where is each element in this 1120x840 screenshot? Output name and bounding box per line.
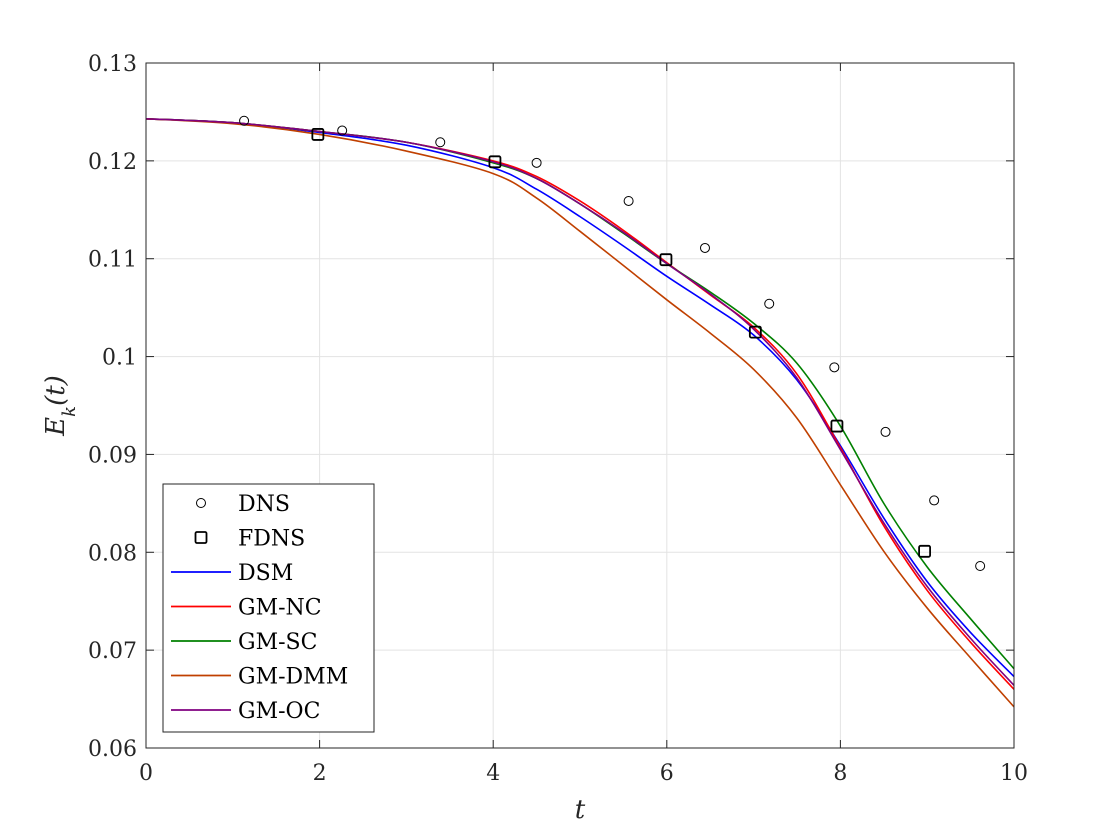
point-dns [880, 426, 891, 437]
point-fdns [311, 128, 325, 141]
point-fdns [748, 325, 762, 339]
point-dns [829, 362, 840, 373]
axis-ticks [145, 62, 1015, 749]
x-tick-label: 0 [139, 761, 153, 786]
series-line-dsm [145, 117, 1015, 678]
legend-label-dsm: DSM [238, 561, 293, 586]
series-markers [239, 115, 986, 571]
y-tick-label: 0.08 [88, 541, 137, 566]
point-dns [623, 195, 634, 206]
legend-label-gm-oc: GM-OC [238, 699, 320, 724]
legend: DNS FDNS DSM GM-NC GM-SC GM-DMM GM-OC [162, 483, 375, 733]
point-dns [929, 495, 940, 506]
x-tick-label: 10 [1000, 761, 1028, 786]
y-tick-label: 0.11 [88, 248, 137, 273]
point-dns [975, 560, 986, 571]
point-fdns [659, 253, 673, 267]
point-dns [337, 125, 348, 136]
point-fdns [918, 544, 931, 558]
y-tick-label: 0.09 [88, 443, 137, 468]
x-axis-label: t [575, 795, 586, 825]
y-tick-label: 0.07 [88, 639, 137, 664]
point-fdns [830, 419, 844, 433]
point-dns [239, 115, 250, 126]
legend-label-fdns: FDNS [238, 527, 305, 552]
point-dns [699, 242, 710, 253]
point-dns [764, 298, 775, 309]
legend-swatch-fdns [194, 531, 208, 544]
series-lines [145, 117, 1015, 708]
point-dns [531, 157, 542, 168]
x-tick-label: 8 [833, 761, 847, 786]
series-line-gm-dmm [145, 117, 1015, 708]
y-tick-label: 0.1 [102, 346, 137, 371]
series-line-gm-oc [145, 117, 1015, 686]
y-tick-label: 0.12 [88, 150, 137, 175]
legend-label-gm-nc: GM-NC [238, 596, 322, 621]
legend-label-gm-sc: GM-SC [238, 630, 317, 655]
legend-swatch-dns [196, 498, 206, 508]
x-tick-label: 4 [486, 761, 500, 786]
y-axis-label: Ek(t) [41, 375, 80, 437]
y-tick-label: 0.06 [88, 737, 137, 762]
axis-tick-labels: 0 2 4 6 8 10 0.06 0.07 0.08 0.09 0.1 0.11 0.12 0.13 [88, 52, 1028, 786]
y-tick-label: 0.13 [88, 52, 137, 77]
plot-area-frame [145, 62, 1015, 749]
point-fdns [488, 155, 502, 169]
legend-label-dns: DNS [238, 492, 290, 517]
legend-box [162, 483, 375, 733]
x-tick-label: 2 [313, 761, 327, 786]
x-tick-label: 6 [660, 761, 674, 786]
legend-label-gm-dmm: GM-DMM [238, 665, 348, 690]
point-dns [435, 137, 446, 148]
